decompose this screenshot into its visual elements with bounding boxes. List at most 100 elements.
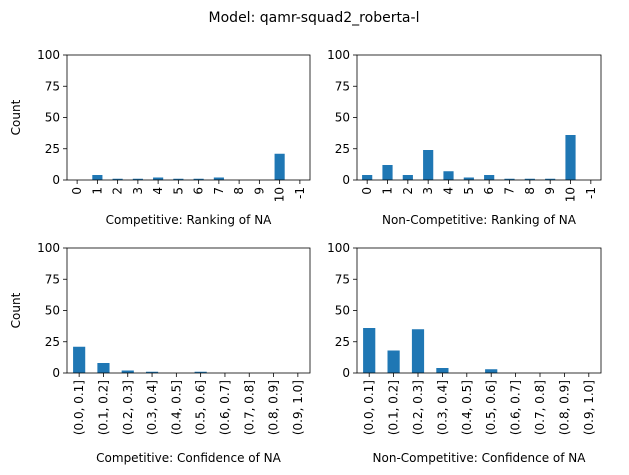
x-tick-label: 10: [564, 187, 578, 202]
y-tick-label: 25: [45, 142, 60, 156]
bar-11: [565, 135, 576, 180]
x-tick-label: 6: [482, 187, 496, 195]
bar-6: [194, 371, 207, 373]
bar-8: [213, 177, 224, 180]
y-tick-label: 75: [335, 79, 350, 93]
x-axis-label: Competitive: Ranking of NA: [106, 213, 273, 227]
bar-10: [545, 178, 556, 180]
bar-11: [274, 153, 285, 180]
y-tick-label: 25: [45, 335, 60, 349]
y-axis-label: Count: [9, 99, 23, 135]
x-tick-label: 2: [401, 187, 415, 195]
bar-4: [145, 371, 159, 373]
y-tick-label: 50: [45, 111, 60, 125]
subplot-4: 0 25 50 75 100 (0.0, 0.1] (0.1, 0.2] (0.2, 0.3]…: [327, 241, 602, 465]
x-tick-label: 6: [192, 187, 206, 195]
x-tick-label: 3: [421, 187, 435, 195]
x-tick-label: (0.1, 0.2]: [96, 380, 110, 435]
x-tick-label: 9: [252, 187, 266, 195]
y-tick-label: 75: [45, 79, 60, 93]
x-tick-label: 7: [503, 187, 517, 195]
y-tick-label: 25: [335, 142, 350, 156]
x-tick-label: (0.4, 0.5]: [460, 380, 474, 435]
y-tick-label: 100: [327, 241, 350, 255]
y-tick-label: 50: [45, 304, 60, 318]
x-tick-label: (0.3, 0.4]: [435, 380, 449, 435]
bar-7: [484, 175, 495, 180]
x-tick-label: -1: [584, 187, 598, 199]
x-tick-label: 3: [131, 187, 145, 195]
bar-5: [443, 171, 454, 180]
bar-4: [132, 178, 143, 180]
y-axis-label: Count: [9, 292, 23, 328]
y-tick-label: 50: [335, 304, 350, 318]
bar-6: [485, 369, 498, 373]
bar-8: [504, 178, 515, 180]
x-tick-label: (0.8, 0.9]: [267, 380, 281, 435]
x-tick-label: 8: [523, 187, 537, 195]
axes-frame: [66, 54, 311, 181]
y-tick-label: 50: [335, 111, 350, 125]
bar-4: [436, 368, 449, 373]
axes-frame: [66, 247, 311, 374]
x-tick-label: (0.0, 0.1]: [72, 380, 86, 435]
x-tick-label: 4: [442, 187, 456, 195]
y-tick-label: 100: [37, 48, 60, 62]
bar-1: [73, 346, 86, 373]
x-axis-label: Non-Competitive: Confidence of NA: [373, 451, 587, 465]
x-tick-label: (0.6, 0.7]: [509, 380, 523, 435]
bar-2: [382, 165, 393, 180]
bar-9: [524, 178, 535, 180]
y-tick-label: 100: [37, 241, 60, 255]
x-tick-label: 2: [111, 187, 125, 195]
bar-1: [363, 328, 376, 373]
bar-6: [173, 178, 184, 180]
x-tick-label: (0.4, 0.5]: [169, 380, 183, 435]
bar-3: [411, 329, 425, 373]
x-tick-label: (0.7, 0.8]: [533, 380, 547, 435]
x-tick-label: 7: [212, 187, 226, 195]
x-tick-label: 9: [543, 187, 557, 195]
bar-5: [153, 177, 164, 180]
x-tick-label: 5: [462, 187, 476, 195]
x-tick-label: 4: [151, 187, 165, 195]
x-tick-label: 5: [171, 187, 185, 195]
x-tick-label: 10: [273, 187, 287, 202]
bar-2: [97, 363, 110, 373]
x-tick-label: (0.2, 0.3]: [411, 380, 425, 435]
x-tick-label: (0.1, 0.2]: [387, 380, 401, 435]
x-tick-label: (0.6, 0.7]: [218, 380, 232, 435]
axes-frame: [356, 54, 602, 181]
y-tick-label: 100: [327, 48, 350, 62]
x-tick-label: (0.7, 0.8]: [242, 380, 256, 435]
x-tick-label: (0.8, 0.9]: [557, 380, 571, 435]
x-tick-label: (0.3, 0.4]: [145, 380, 159, 435]
y-tick-label: 0: [52, 173, 60, 187]
bar-2: [92, 175, 103, 180]
x-tick-label: 8: [232, 187, 246, 195]
x-axis-label: Competitive: Confidence of NA: [96, 451, 281, 465]
y-tick-label: 75: [335, 272, 350, 286]
subplot-3: 0 25 50 75 100 (0.0, 0.1] (0.1, 0.2] (0.2, 0.3]…: [9, 241, 311, 465]
bar-2: [387, 350, 400, 373]
x-tick-label: (0.9, 1.0]: [582, 380, 596, 435]
bar-3: [112, 178, 123, 180]
x-axis-label: Non-Competitive: Ranking of NA: [382, 213, 577, 227]
y-tick-label: 0: [52, 366, 60, 380]
x-tick-label: 0: [360, 187, 374, 195]
bar-1: [362, 175, 373, 180]
bar-3: [121, 370, 134, 373]
x-tick-label: 0: [70, 187, 84, 195]
x-tick-label: 1: [90, 187, 104, 195]
x-tick-label: -1: [293, 187, 307, 199]
y-tick-label: 0: [342, 173, 350, 187]
figure-suptitle: Model: qamr-squad2_roberta-l: [209, 10, 420, 26]
x-tick-label: (0.5, 0.6]: [194, 380, 208, 435]
y-tick-label: 25: [335, 335, 350, 349]
x-tick-label: (0.5, 0.6]: [484, 380, 498, 435]
y-tick-label: 75: [45, 272, 60, 286]
